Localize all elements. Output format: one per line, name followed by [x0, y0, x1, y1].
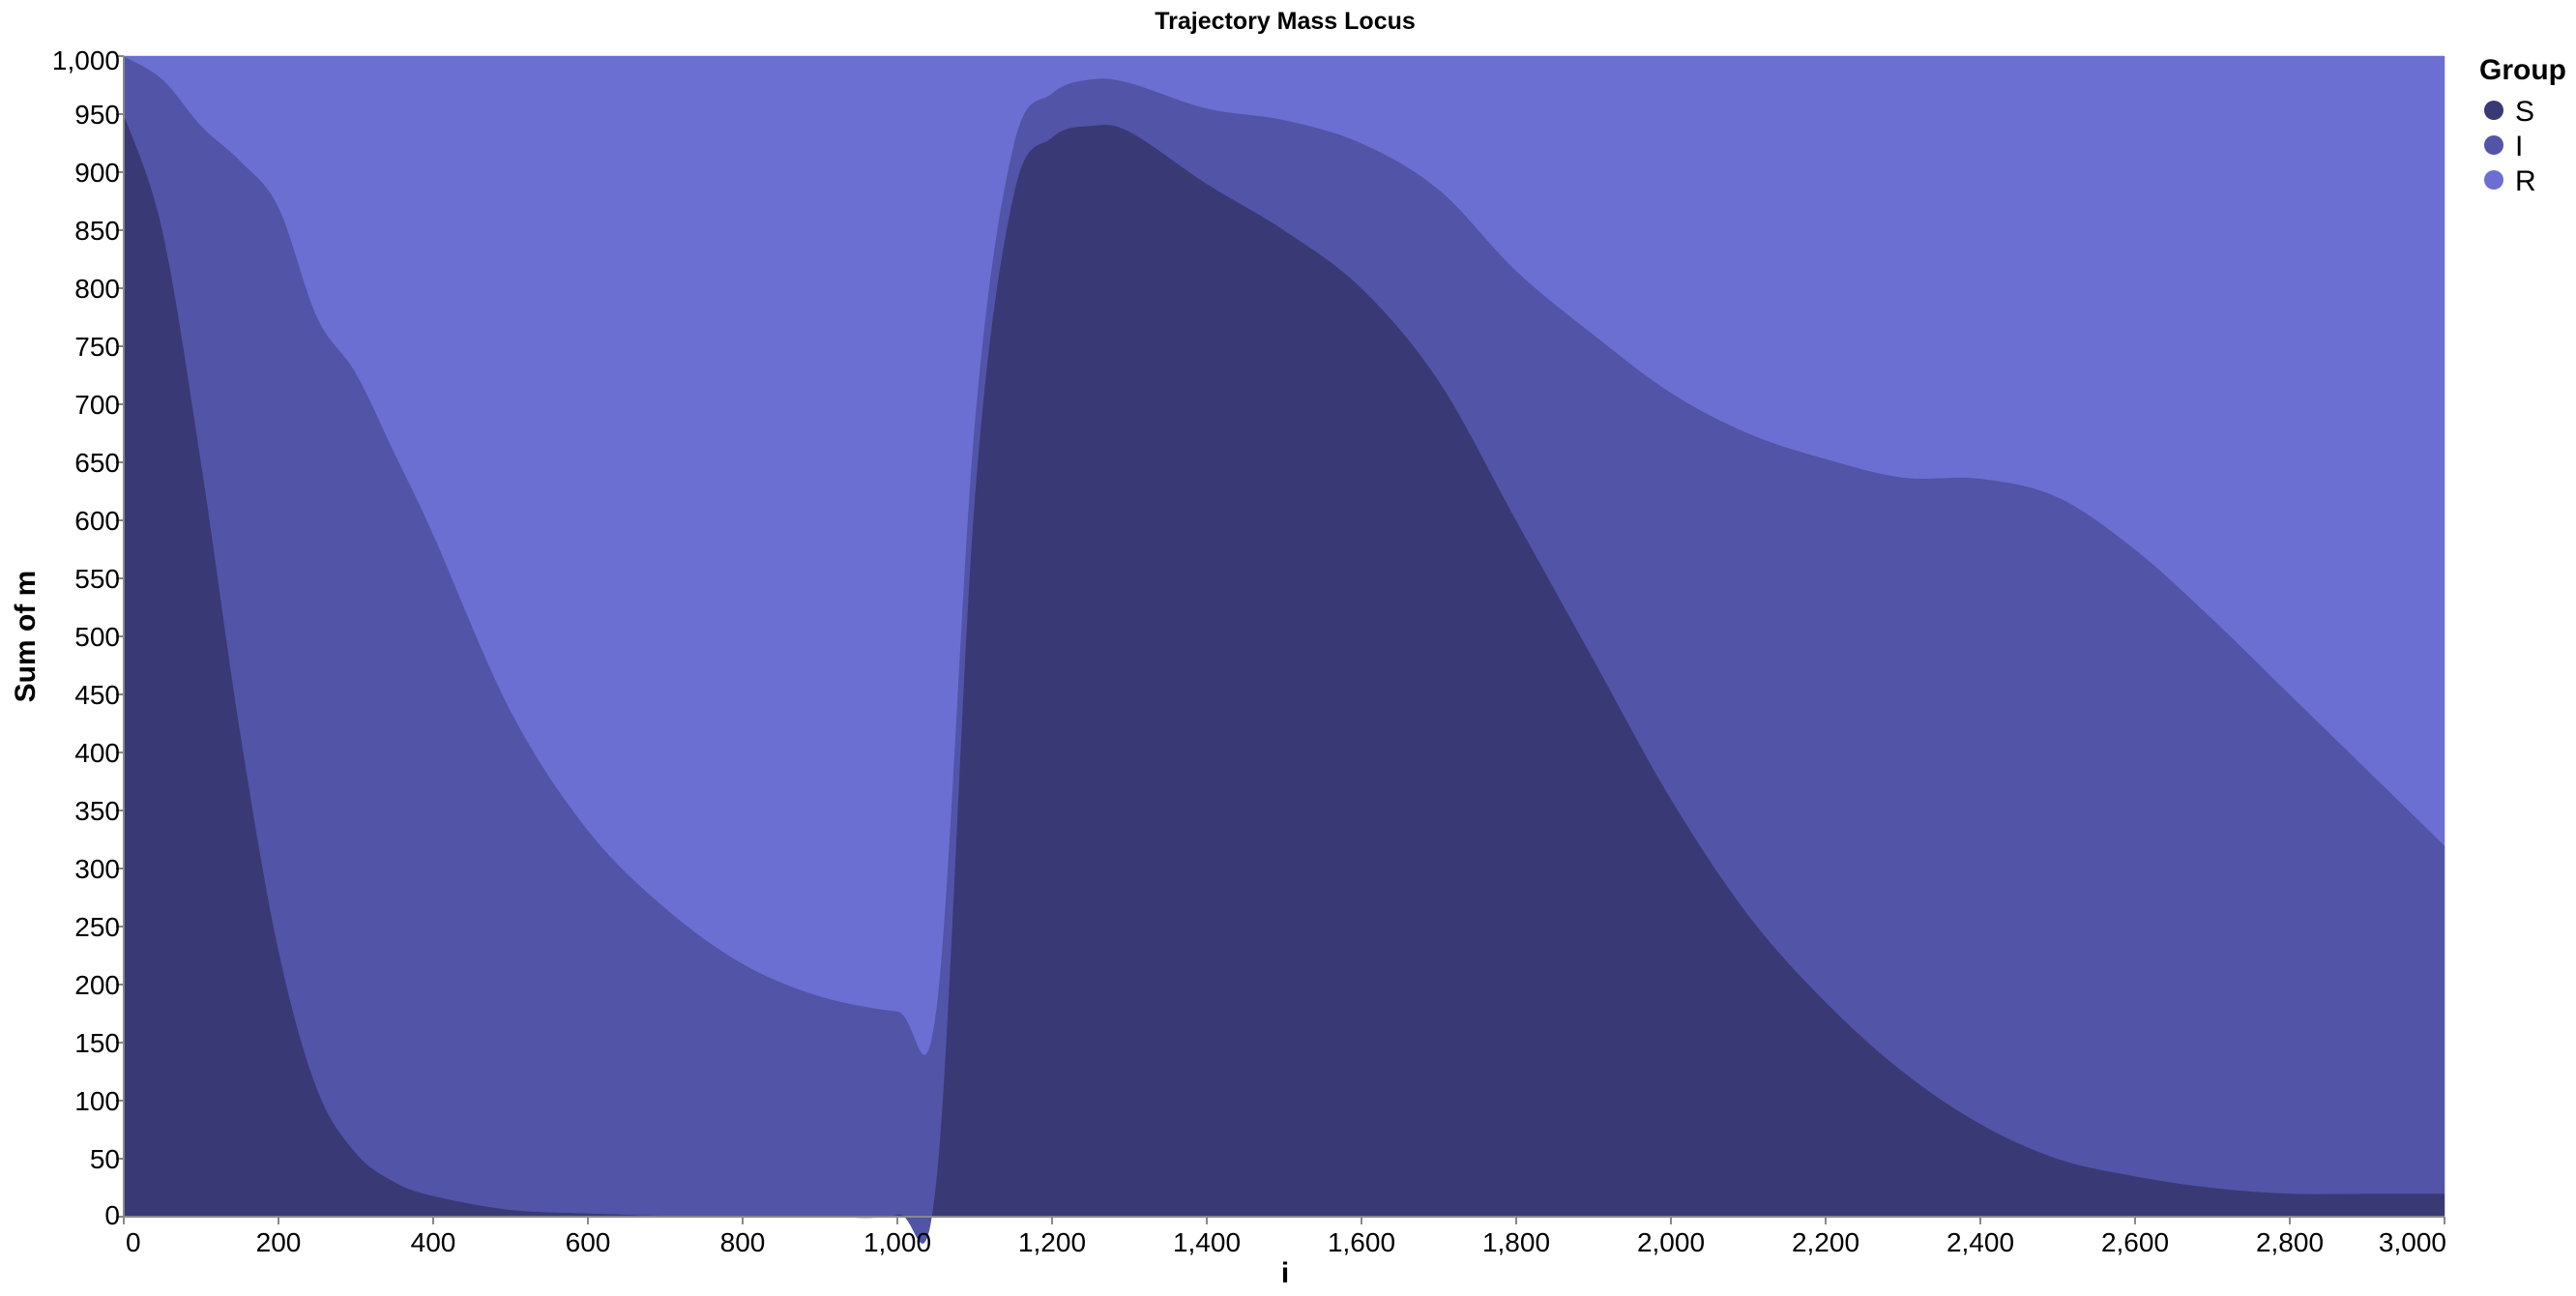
y-tick-label: 950 [74, 100, 120, 130]
y-tick-label: 250 [74, 912, 120, 942]
legend: Group SIR [2479, 54, 2566, 197]
y-tick-label: 550 [74, 564, 120, 594]
x-tick-label: 2,600 [2101, 1227, 2169, 1257]
y-tick-label: 200 [74, 970, 120, 1000]
x-tick-label: 600 [566, 1227, 611, 1257]
x-tick-label: 800 [720, 1227, 766, 1257]
y-tick-label: 1,000 [52, 45, 120, 75]
legend-label-i: I [2515, 131, 2523, 162]
y-tick-label: 350 [74, 796, 120, 826]
y-tick-label: 300 [74, 854, 120, 884]
area-r [123, 55, 2445, 1055]
x-axis: 0 200 400 600 800 1,000 1,200 1,400 1,600 1,800 2,… [123, 1216, 2446, 1257]
plot-area [123, 55, 2445, 1244]
x-tick-label: 3,000 [2379, 1227, 2446, 1257]
y-tick-label: 100 [74, 1086, 120, 1116]
legend-swatch-r [2484, 170, 2503, 190]
x-tick-label: 1,200 [1018, 1227, 1086, 1257]
y-tick-label: 650 [74, 448, 120, 478]
x-tick-label: 2,000 [1637, 1227, 1705, 1257]
x-tick-label: 1,600 [1328, 1227, 1395, 1257]
x-tick-label: 400 [411, 1227, 456, 1257]
chart-title: Trajectory Mass Locus [1155, 8, 1416, 35]
legend-swatch-s [2484, 101, 2503, 120]
y-tick-label: 600 [74, 506, 120, 536]
y-axis-title: Sum of m [10, 571, 42, 703]
legend-swatch-i [2484, 135, 2503, 155]
x-tick-label: 200 [256, 1227, 302, 1257]
x-axis-title: i [1281, 1257, 1289, 1289]
x-tick-label: 2,200 [1792, 1227, 1859, 1257]
y-tick-label: 500 [74, 622, 120, 652]
y-tick-label: 0 [104, 1200, 120, 1230]
y-tick-label: 450 [74, 680, 120, 710]
y-tick-label: 800 [74, 274, 120, 304]
x-tick-label: 2,400 [1947, 1227, 2014, 1257]
x-tick-label: 1,800 [1482, 1227, 1550, 1257]
legend-title: Group [2479, 54, 2566, 86]
x-tick-label: 2,800 [2256, 1227, 2324, 1257]
y-tick-label: 700 [74, 390, 120, 420]
y-tick-label: 850 [74, 216, 120, 246]
x-tick-label: 1,400 [1173, 1227, 1241, 1257]
y-tick-label: 150 [74, 1028, 120, 1058]
legend-label-s: S [2515, 96, 2534, 128]
y-axis: 0 50 100 150 200 250 300 350 400 450 500 550 600 650 7… [52, 45, 125, 1230]
legend-label-r: R [2515, 165, 2536, 197]
y-tick-label: 50 [90, 1144, 120, 1174]
y-tick-label: 400 [74, 738, 120, 768]
x-tick-label: 0 [126, 1227, 141, 1257]
x-tick-label: 1,000 [864, 1227, 931, 1257]
y-tick-label: 750 [74, 332, 120, 362]
y-tick-label: 900 [74, 158, 120, 188]
